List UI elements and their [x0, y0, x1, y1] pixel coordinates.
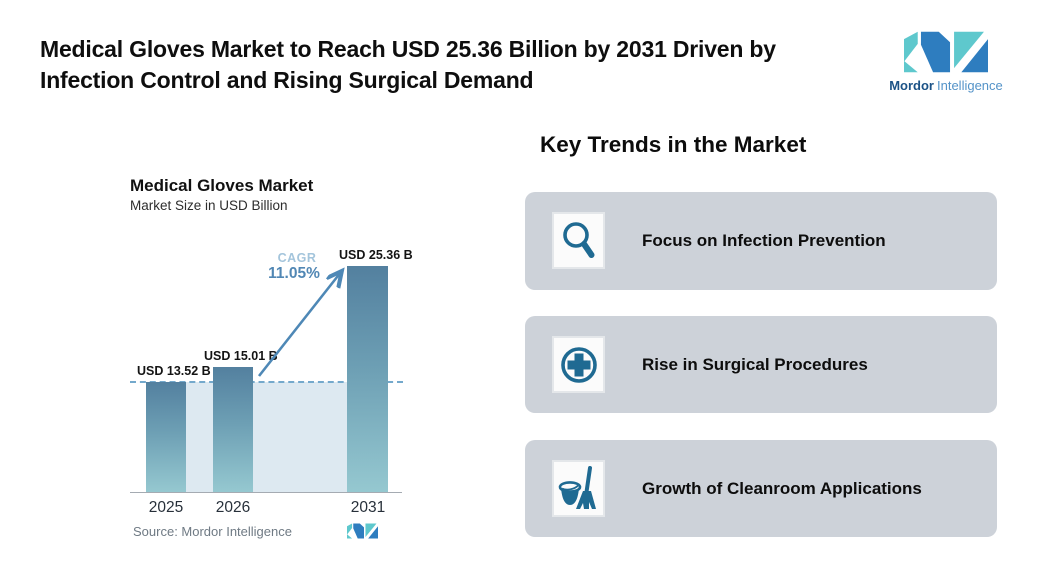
cagr-value: 11.05% — [268, 265, 320, 282]
bar-value-label-2026: USD 15.01 B — [204, 349, 278, 363]
mordor-logo-small-icon — [347, 523, 378, 539]
chart-title: Medical Gloves Market — [130, 176, 314, 195]
brand-name-light: Intelligence — [937, 78, 1003, 93]
trend-label: Focus on Infection Prevention — [642, 231, 886, 250]
brand-wordmark: Mordor Intelligence — [886, 78, 1006, 93]
trend-label: Growth of Cleanroom Applications — [642, 478, 922, 498]
trend-card-infection-prevention: Focus on Infection Prevention — [525, 192, 997, 290]
trend-card-cleanroom-applications: Growth of Cleanroom Applications — [525, 440, 997, 537]
magnifier-icon — [562, 221, 594, 258]
trend-card-surgical-procedures: Rise in Surgical Procedures — [525, 316, 997, 413]
trend-icon-box — [552, 460, 605, 517]
chart-subtitle: Market Size in USD Billion — [130, 198, 288, 213]
medical-cross-icon — [560, 346, 597, 383]
trend-label: Rise in Surgical Procedures — [642, 354, 868, 374]
chart-reference-dashed-line — [130, 381, 403, 383]
page-title-line1: Medical Gloves Market to Reach USD 25.36… — [40, 36, 776, 62]
bar-value-label-2031: USD 25.36 B — [339, 248, 413, 262]
x-tick-2026: 2026 — [215, 499, 251, 516]
bar-2025 — [146, 382, 186, 492]
mordor-logo-icon — [904, 31, 988, 73]
source-note: Source: Mordor Intelligence — [133, 524, 292, 539]
cagr-label: CAGR — [277, 251, 317, 265]
trends-heading: Key Trends in the Market — [540, 132, 807, 157]
cleaning-icon — [558, 465, 596, 509]
brand-logo: Mordor Intelligence — [886, 30, 1006, 93]
brand-name-bold: Mordor — [889, 78, 934, 93]
page-title: Medical Gloves Market to Reach USD 25.36… — [40, 34, 870, 96]
trend-icon-box — [552, 336, 605, 393]
bar-2031 — [347, 266, 388, 492]
page-title-line2: Infection Control and Rising Surgical De… — [40, 67, 534, 93]
bar-2026 — [213, 367, 253, 492]
trend-icon-box — [552, 212, 605, 269]
growth-arrow-icon — [257, 260, 350, 377]
x-tick-2025: 2025 — [148, 499, 184, 516]
bar-value-label-2025: USD 13.52 B — [137, 364, 211, 378]
x-tick-2031: 2031 — [350, 499, 386, 516]
chart-x-axis — [130, 492, 402, 493]
